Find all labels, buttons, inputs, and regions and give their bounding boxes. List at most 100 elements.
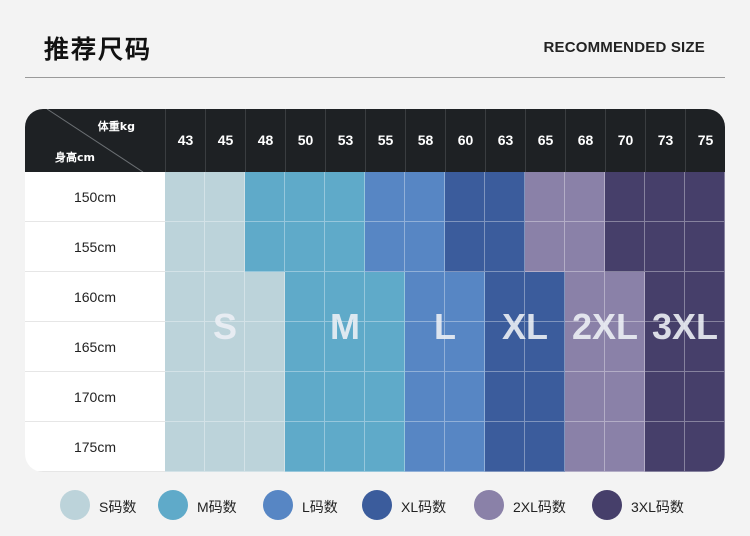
size-cell-2xl bbox=[605, 422, 645, 472]
size-cell-3xl bbox=[685, 222, 725, 272]
height-row-label: 155cm bbox=[25, 222, 165, 272]
size-cell-3xl bbox=[645, 372, 685, 422]
size-cell-m bbox=[245, 222, 285, 272]
size-cell-2xl bbox=[565, 372, 605, 422]
legend-label: 2XL码数 bbox=[513, 499, 566, 515]
size-cell-xl bbox=[445, 222, 485, 272]
legend-swatch bbox=[263, 490, 293, 520]
size-cell-s bbox=[165, 222, 205, 272]
size-cell-l bbox=[405, 422, 445, 472]
legend-label: M码数 bbox=[197, 499, 237, 515]
legend-label: 3XL码数 bbox=[631, 499, 684, 515]
size-cell-m bbox=[325, 322, 365, 372]
size-cell-l bbox=[405, 372, 445, 422]
height-row-label: 175cm bbox=[25, 422, 165, 472]
size-cell-m bbox=[285, 322, 325, 372]
height-row-label: 170cm bbox=[25, 372, 165, 422]
size-cell-s bbox=[205, 272, 245, 322]
size-cell-3xl bbox=[605, 222, 645, 272]
size-cell-m bbox=[325, 422, 365, 472]
size-cell-s bbox=[245, 372, 285, 422]
size-cell-3xl bbox=[645, 322, 685, 372]
size-cell-m bbox=[325, 222, 365, 272]
page-subtitle: RECOMMENDED SIZE bbox=[543, 39, 705, 56]
size-cell-s bbox=[205, 222, 245, 272]
size-cell-3xl bbox=[645, 272, 685, 322]
size-cell-3xl bbox=[685, 322, 725, 372]
size-cell-xl bbox=[485, 422, 525, 472]
legend-swatch bbox=[362, 490, 392, 520]
size-cell-l bbox=[445, 322, 485, 372]
diagonal-divider bbox=[46, 109, 144, 172]
weight-header-cell: 58 bbox=[405, 109, 445, 172]
weight-header-cell: 50 bbox=[285, 109, 325, 172]
legend-label: L码数 bbox=[302, 499, 338, 515]
weight-header-cell: 65 bbox=[525, 109, 565, 172]
size-zone-label-m: M bbox=[330, 306, 360, 347]
size-cell-3xl bbox=[685, 372, 725, 422]
size-cell-m bbox=[245, 172, 285, 222]
size-cell-xl bbox=[525, 272, 565, 322]
size-cell-2xl bbox=[605, 272, 645, 322]
page-title: 推荐尺码 bbox=[44, 35, 153, 64]
size-cell-m bbox=[285, 222, 325, 272]
size-cell-m bbox=[365, 272, 405, 322]
size-cell-l bbox=[405, 322, 445, 372]
size-cell-2xl bbox=[565, 222, 605, 272]
weight-header-cell: 43 bbox=[165, 109, 205, 172]
size-cell-s bbox=[245, 322, 285, 372]
size-cell-l bbox=[445, 272, 485, 322]
legend-swatch bbox=[474, 490, 504, 520]
weight-header-cell: 70 bbox=[605, 109, 645, 172]
weight-header-cell: 63 bbox=[485, 109, 525, 172]
size-cell-l bbox=[365, 222, 405, 272]
size-cell-3xl bbox=[685, 272, 725, 322]
table-corner-cell: 体重kg 身高cm bbox=[25, 109, 165, 172]
size-cell-s bbox=[205, 172, 245, 222]
size-cell-xl bbox=[525, 372, 565, 422]
size-cell-xl bbox=[485, 222, 525, 272]
size-cell-2xl bbox=[525, 222, 565, 272]
size-cell-l bbox=[405, 172, 445, 222]
weight-header-cell: 55 bbox=[365, 109, 405, 172]
size-zone-label-2xl: 2XL bbox=[571, 306, 639, 347]
size-cell-l bbox=[445, 422, 485, 472]
weight-header-cell: 73 bbox=[645, 109, 685, 172]
size-chart-table: 体重kg 身高cm 43 45 48 50 53 55 58 60 63 65 68 70 73 75 1… bbox=[25, 109, 725, 472]
size-cell-m bbox=[285, 172, 325, 222]
weight-axis-label: 体重kg bbox=[97, 120, 135, 133]
size-cell-l bbox=[445, 372, 485, 422]
size-cell-s bbox=[205, 372, 245, 422]
height-row-label: 160cm bbox=[25, 272, 165, 322]
size-cell-2xl bbox=[565, 272, 605, 322]
weight-header-cell: 45 bbox=[205, 109, 245, 172]
legend-swatch bbox=[60, 490, 90, 520]
legend-label: S码数 bbox=[99, 499, 137, 515]
size-cell-2xl bbox=[605, 372, 645, 422]
legend-swatch bbox=[592, 490, 622, 520]
size-cell-s bbox=[205, 422, 245, 472]
size-cell-s bbox=[165, 172, 205, 222]
size-cell-3xl bbox=[605, 172, 645, 222]
size-cell-3xl bbox=[645, 422, 685, 472]
size-cell-xl bbox=[445, 172, 485, 222]
weight-header-cell: 75 bbox=[685, 109, 725, 172]
size-cell-3xl bbox=[685, 172, 725, 222]
size-cell-m bbox=[365, 422, 405, 472]
size-cell-3xl bbox=[645, 222, 685, 272]
size-cell-m bbox=[365, 372, 405, 422]
weight-header-cell: 53 bbox=[325, 109, 365, 172]
size-zone-label-3xl: 3XL bbox=[651, 306, 719, 347]
size-cell-m bbox=[325, 372, 365, 422]
height-row-label: 150cm bbox=[25, 172, 165, 222]
size-cell-3xl bbox=[645, 172, 685, 222]
size-cell-s bbox=[165, 322, 205, 372]
legend-label: XL码数 bbox=[401, 499, 447, 515]
size-cell-l bbox=[405, 222, 445, 272]
size-cell-s bbox=[245, 422, 285, 472]
size-cell-m bbox=[325, 272, 365, 322]
size-cell-m bbox=[285, 422, 325, 472]
size-cell-m bbox=[325, 172, 365, 222]
size-cell-xl bbox=[485, 272, 525, 322]
size-cell-m bbox=[285, 372, 325, 422]
